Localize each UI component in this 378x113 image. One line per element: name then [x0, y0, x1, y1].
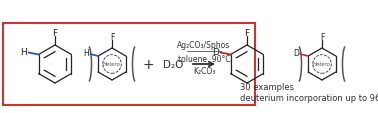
Text: H: H: [20, 48, 27, 56]
Text: K₂CO₃: K₂CO₃: [193, 67, 215, 76]
Text: 30 examples: 30 examples: [240, 83, 294, 92]
Text: +: +: [142, 58, 154, 71]
Text: deuterium incorporation up to 96%: deuterium incorporation up to 96%: [240, 94, 378, 103]
Text: D: D: [293, 49, 299, 58]
Text: F: F: [320, 32, 324, 41]
Text: Hetero: Hetero: [103, 62, 121, 67]
Text: F: F: [53, 28, 57, 37]
Text: Ag₂CO₃/Sphos: Ag₂CO₃/Sphos: [177, 41, 231, 50]
Text: F: F: [245, 28, 249, 37]
Text: D₂O: D₂O: [163, 59, 183, 69]
Text: H: H: [83, 49, 89, 58]
Text: toluene  90°C: toluene 90°C: [178, 54, 230, 63]
Text: Hetero: Hetero: [313, 62, 331, 67]
Text: D: D: [212, 48, 219, 56]
Bar: [3, 24, 255, 105]
Text: F: F: [110, 32, 114, 41]
